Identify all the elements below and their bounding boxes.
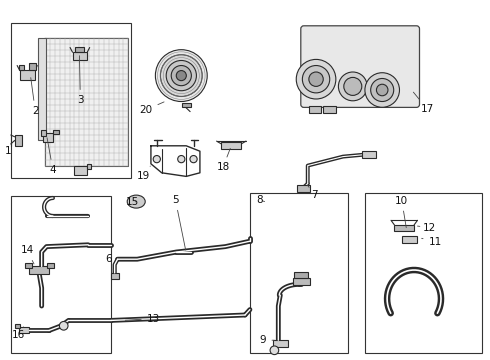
Bar [15, 135, 22, 146]
Bar [75, 47, 84, 52]
Text: 20: 20 [140, 102, 164, 115]
Bar [221, 142, 241, 149]
Bar [29, 266, 49, 274]
Circle shape [344, 77, 362, 95]
Bar [43, 133, 53, 142]
Bar [250, 193, 348, 353]
Text: 1: 1 [5, 140, 15, 156]
Text: 5: 5 [172, 195, 186, 250]
Text: 4: 4 [47, 138, 56, 175]
Circle shape [176, 71, 186, 81]
Text: 11: 11 [421, 237, 442, 247]
Text: 8: 8 [256, 195, 265, 205]
Circle shape [59, 321, 68, 330]
Bar [74, 166, 87, 175]
Bar [19, 327, 29, 333]
Text: 3: 3 [77, 56, 84, 105]
Bar [41, 130, 46, 136]
Circle shape [155, 50, 207, 102]
Bar [11, 23, 131, 178]
Bar [182, 103, 191, 107]
Circle shape [339, 72, 367, 101]
FancyBboxPatch shape [301, 26, 419, 107]
Bar [38, 38, 46, 140]
Bar [309, 106, 321, 113]
Bar [294, 272, 308, 278]
Bar [402, 236, 417, 243]
Bar [394, 225, 414, 231]
Circle shape [365, 73, 399, 107]
Text: 9: 9 [260, 335, 274, 345]
Circle shape [190, 156, 197, 163]
Bar [20, 70, 35, 80]
Text: 7: 7 [308, 185, 318, 200]
Bar [273, 340, 288, 347]
Text: 2: 2 [31, 78, 39, 116]
Bar [362, 151, 376, 158]
Bar [73, 52, 87, 60]
Bar [29, 63, 36, 70]
Bar [19, 65, 24, 70]
Bar [365, 193, 482, 353]
Text: 17: 17 [414, 92, 434, 114]
Bar [47, 263, 54, 268]
Text: 16: 16 [12, 327, 25, 340]
Bar [293, 278, 310, 285]
Circle shape [153, 156, 160, 163]
Text: 19: 19 [136, 166, 150, 181]
Bar [323, 106, 336, 113]
Bar [111, 273, 119, 279]
Bar [53, 130, 59, 134]
Bar [297, 185, 310, 192]
Bar [87, 164, 91, 169]
Circle shape [302, 66, 330, 93]
Circle shape [376, 84, 388, 96]
Circle shape [178, 156, 185, 163]
Bar [11, 196, 111, 353]
Bar [15, 324, 20, 328]
Circle shape [370, 78, 394, 102]
Text: 13: 13 [125, 314, 160, 324]
Circle shape [309, 72, 323, 86]
Circle shape [296, 59, 336, 99]
Text: 14: 14 [20, 245, 34, 264]
Circle shape [171, 66, 192, 86]
Text: 12: 12 [417, 222, 436, 233]
Circle shape [160, 55, 202, 96]
Ellipse shape [127, 195, 145, 208]
Bar [24, 263, 32, 268]
Bar [45, 38, 128, 166]
Text: 6: 6 [105, 254, 114, 270]
Circle shape [166, 60, 196, 91]
Text: 18: 18 [216, 148, 230, 172]
Text: 10: 10 [395, 195, 408, 228]
Circle shape [270, 346, 279, 355]
Text: 15: 15 [125, 197, 139, 207]
